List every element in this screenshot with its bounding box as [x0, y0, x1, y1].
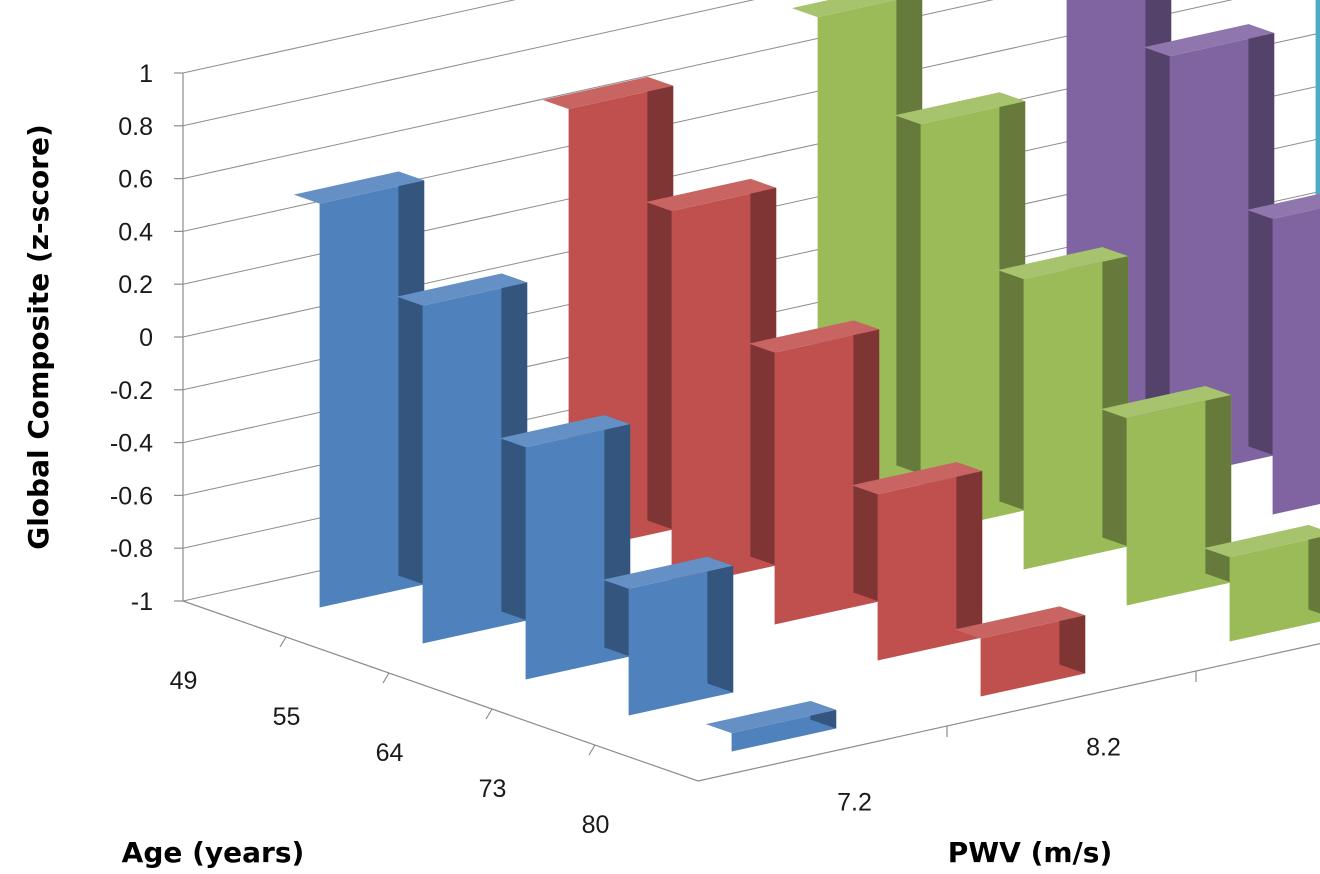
bar-age-73-pwv-8.2: [851, 462, 983, 661]
y-tick-label: -1: [131, 588, 153, 616]
pwv-tick-label: 8.2: [1086, 734, 1121, 762]
y-tick-label: -0.4: [110, 430, 153, 458]
bar-front-face: [1169, 33, 1275, 479]
bar-top-face: [602, 556, 734, 589]
bar-top-face: [293, 171, 425, 204]
bar-side-face: [398, 171, 425, 585]
age-tick-label: 73: [479, 775, 507, 803]
bar-top-face: [396, 273, 528, 306]
age-tick-mark: [485, 708, 493, 720]
bar-age-55-pwv-9.7: [894, 92, 1026, 534]
depth-axis-title: PWV (m/s): [948, 836, 1113, 869]
bar-side-face: [853, 320, 880, 602]
bar-age-64-pwv-7.2: [499, 415, 631, 680]
age-tick-mark: [382, 672, 390, 684]
bar-age-80-pwv-7.2: [705, 701, 837, 752]
y-axis-title: Global Composite (z-score): [22, 124, 55, 550]
y-tick-label: -0.8: [110, 535, 153, 563]
bar-front-face: [1023, 256, 1129, 570]
bar-side-face: [1308, 525, 1320, 614]
age-tick-label: 80: [582, 811, 610, 839]
y-tick-label: 0.4: [118, 218, 153, 246]
bar-side-face: [896, 0, 923, 475]
y-tick-label: 0.2: [118, 271, 153, 299]
bar-front-face: [731, 710, 837, 752]
bar-front-face: [1126, 395, 1232, 606]
bar-top-face: [1203, 525, 1320, 558]
bar-front-face: [671, 187, 777, 589]
gridline: [182, 0, 994, 180]
bar-side-face: [501, 273, 528, 621]
bar-top-face: [954, 606, 1086, 639]
bar-age-80-pwv-8.2: [954, 606, 1086, 697]
bar-side-face: [750, 178, 777, 566]
axis-lines: [174, 72, 1320, 782]
bar-side-face: [1248, 24, 1275, 456]
bar-front-face: [1229, 537, 1320, 642]
bar-top-face: [1143, 24, 1275, 57]
bar-top-face: [705, 701, 837, 734]
bar-top-face: [894, 92, 1026, 125]
bar-side-face: [1059, 606, 1086, 674]
bar-age-64-pwv-9.7: [997, 247, 1129, 570]
bar-side-face: [647, 76, 674, 530]
bar-age-55-pwv-7.2: [396, 273, 528, 644]
age-tick-label: 49: [170, 667, 198, 695]
bar-front-face: [920, 101, 1026, 534]
bar-top-face: [542, 76, 674, 109]
bar-age-64-pwv-8.2: [748, 320, 880, 625]
y-tick-label: 0.8: [118, 113, 153, 141]
bar-front-face: [1272, 208, 1320, 515]
bar-top-face: [1246, 193, 1320, 219]
tick-labels: 1 0.8 0.6 0.4 0.2 0 -0.2 -0.4 -0.6 -0.8 -1 49 55 64 73…: [110, 60, 1121, 839]
bar-front-face: [422, 282, 528, 644]
y-tick-label: 0: [139, 324, 153, 352]
bar-age-49-pwv-7.2: [293, 171, 425, 608]
bar-age-55-pwv-11.8: [1143, 24, 1275, 479]
bar-top-face: [851, 462, 983, 495]
bar-age-64-pwv-11.8: [1246, 193, 1320, 515]
bar-front-face: [877, 471, 983, 661]
bar-top-face: [499, 415, 631, 448]
bar-age-80-pwv-9.7: [1203, 525, 1320, 642]
y-tick-label: 1: [139, 60, 153, 88]
floor-front-edge: [182, 600, 1320, 782]
bar-side-face: [1145, 0, 1172, 420]
bar-side-face: [604, 415, 631, 657]
bar-front-face: [319, 180, 425, 608]
bar-front-face: [525, 424, 631, 680]
bars: [293, 0, 1320, 752]
y-tick-label: -0.6: [110, 482, 153, 510]
bar-side-face: [707, 556, 734, 693]
y-tick-label: 0.6: [118, 166, 153, 194]
bar-front-face: [774, 329, 880, 625]
gridline: [182, 0, 755, 127]
bar-age-73-pwv-9.7: [1100, 386, 1232, 606]
pwv-tick-label: 7.2: [837, 789, 872, 817]
bar-side-face: [999, 92, 1026, 511]
age-tick-label: 55: [273, 703, 301, 731]
bar-age-73-pwv-7.2: [602, 556, 734, 716]
bar-front-face: [628, 565, 734, 716]
bar-top-face: [1100, 386, 1232, 419]
age-tick-mark: [588, 744, 596, 756]
bar-top-face: [645, 178, 777, 211]
x-axis-title: Age (years): [122, 836, 305, 869]
bar-front-face: [980, 615, 1086, 697]
bar-age-55-pwv-8.2: [645, 178, 777, 589]
y-tick-label: -0.2: [110, 377, 153, 405]
age-tick-label: 64: [376, 739, 404, 767]
bar-side-face: [956, 462, 983, 638]
age-tick-mark: [279, 636, 287, 648]
bar-side-face: [1102, 247, 1129, 547]
bar-top-face: [997, 247, 1129, 280]
bar-side-face: [1205, 386, 1232, 583]
bar-top-face: [748, 320, 880, 353]
bar-top-face: [791, 0, 896, 18]
